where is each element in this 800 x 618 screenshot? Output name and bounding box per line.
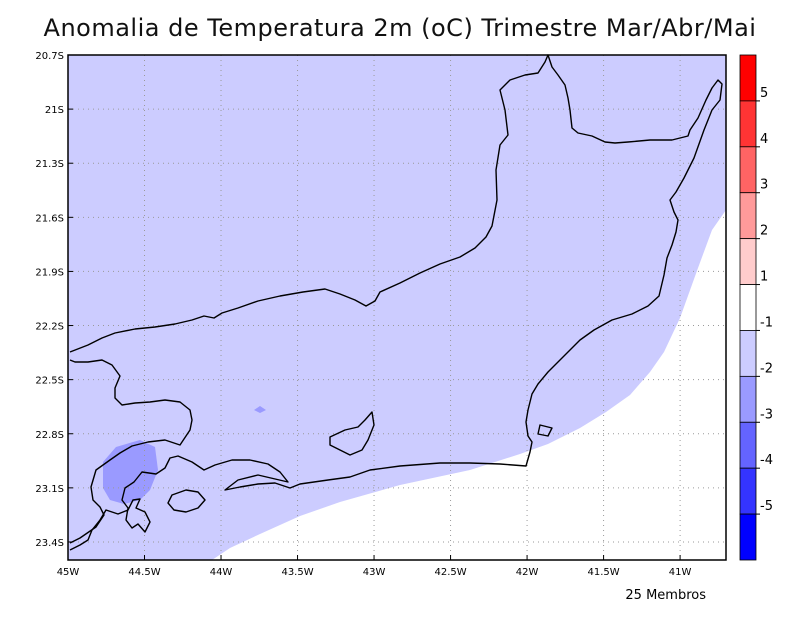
y-tick-label: 20.7S [35, 51, 64, 62]
y-tick-label: 21.9S [35, 267, 64, 278]
colorbar-label: -5 [760, 499, 773, 514]
y-tick-label: 23.1S [35, 484, 64, 495]
colorbar-swatch [739, 284, 757, 331]
colorbar-swatch [739, 146, 757, 194]
footer-note: 25 Membros [625, 588, 706, 603]
colorbar-swatch [739, 513, 757, 561]
colorbar-swatch [739, 192, 757, 240]
colorbar-label: 2 [760, 224, 768, 239]
colorbar-label: 1 [760, 270, 768, 285]
x-tick-label: 44.5W [128, 567, 160, 578]
y-tick-label: 21S [45, 105, 64, 116]
x-tick-label: 41.5W [588, 567, 620, 578]
x-tick-label: 43W [363, 567, 386, 578]
x-tick-label: 42.5W [434, 567, 466, 578]
colorbar: 5 4 3 2 1 -1 -2 -3 -4 -5 [739, 54, 773, 561]
map-title: Anomalia de Temperatura 2m (oC) Trimestr… [43, 14, 757, 42]
colorbar-swatch [739, 238, 757, 285]
colorbar-label: -4 [760, 453, 773, 468]
colorbar-label: -1 [760, 315, 773, 330]
anomaly-region-light [68, 55, 726, 560]
colorbar-label: 3 [760, 178, 768, 193]
map-grid [68, 55, 726, 560]
colorbar-swatch [739, 54, 757, 102]
y-axis-ticks: 20.7S 21S 21.3S 21.6S 21.9S 22.2S 22.5S 22.8S 23… [35, 51, 73, 549]
y-tick-label: 21.3S [35, 159, 64, 170]
x-tick-label: 44W [210, 567, 233, 578]
colorbar-swatch [739, 330, 757, 377]
state-outline [69, 54, 723, 551]
map-frame [67, 54, 727, 561]
colorbar-label: 4 [760, 132, 768, 147]
colorbar-swatch [739, 375, 757, 423]
colorbar-label: 5 [760, 86, 768, 101]
x-tick-label: 41W [669, 567, 692, 578]
y-tick-label: 21.6S [35, 213, 64, 224]
y-tick-label: 22.2S [35, 322, 64, 333]
y-tick-label: 22.8S [35, 430, 64, 441]
x-tick-label: 45W [57, 567, 80, 578]
colorbar-label: -3 [760, 407, 773, 422]
anomaly-region-small [254, 406, 266, 413]
x-tick-label: 42W [516, 567, 539, 578]
y-tick-label: 22.5S [35, 376, 64, 387]
x-axis-ticks: 45W 44.5W 44W 43.5W 43W 42.5W 42W 41.5W 41W [57, 555, 692, 578]
colorbar-label: -2 [760, 361, 773, 376]
colorbar-swatch [739, 421, 757, 469]
x-tick-label: 43.5W [281, 567, 313, 578]
colorbar-swatch [739, 100, 757, 148]
y-tick-label: 23.4S [35, 538, 64, 549]
colorbar-swatch [739, 467, 757, 515]
